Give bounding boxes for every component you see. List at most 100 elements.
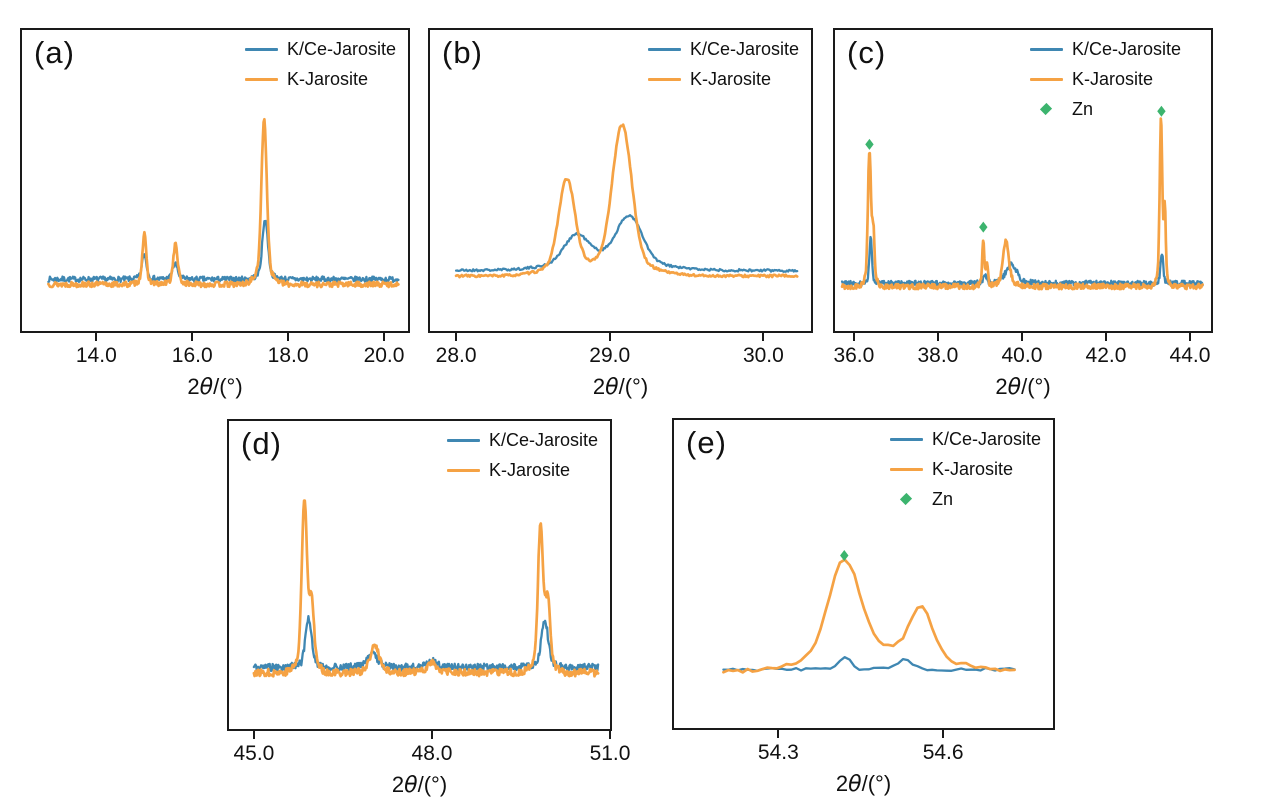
x-tick-label: 28.0: [435, 344, 477, 367]
line-shape: [889, 437, 923, 441]
xlabel-theta: θ: [199, 375, 214, 400]
legend-b: K/Ce-Jarosite K-Jarosite: [647, 39, 799, 89]
legend-line-icon: [446, 468, 480, 472]
legend-item: K-Jarosite: [647, 69, 771, 89]
x-tick-mark: [430, 731, 433, 739]
zn-diamond-icon: [890, 492, 923, 506]
legend-item: K-Jarosite: [446, 460, 570, 480]
zn-marker-icon: [865, 138, 874, 150]
x-axis-label-a: 2θ/(°): [20, 374, 410, 400]
xrd-plot-a: [47, 117, 400, 289]
plot-box-b: (b) K/Ce-Jarosite K-Jarosite: [428, 28, 813, 333]
legend-label: K/Ce-Jarosite: [931, 429, 1041, 449]
x-axis-c: 36.0 38.0 40.0 42.0 44.0: [833, 333, 1211, 375]
x-tick-label: 44.0: [1169, 344, 1211, 367]
legend-label: K-Jarosite: [931, 459, 1013, 479]
x-tick-label: 14.0: [75, 344, 117, 367]
xlabel-suffix: /(°): [213, 374, 243, 399]
series-k-ce-jarosite: [840, 235, 1204, 288]
line-shape: [647, 77, 681, 81]
xlabel-theta: θ: [1007, 375, 1022, 400]
panel-c: (c) K/Ce-Jarosite K-Jarosite Zn 36.0 38.0 40…: [833, 28, 1213, 400]
x-tick-label: 54.3: [757, 741, 799, 764]
legend-line-icon: [244, 77, 278, 81]
legend-label: K-Jarosite: [1071, 69, 1153, 89]
xlabel-prefix: 2: [391, 772, 405, 797]
xlabel-suffix: /(°): [861, 771, 892, 796]
series-k-ce-jarosite: [252, 614, 600, 673]
x-tick-label: 20.0: [363, 344, 405, 367]
x-tick-mark: [936, 333, 939, 341]
line-shape: [1029, 47, 1063, 51]
panel-label-b: (b): [442, 35, 483, 70]
series-k-ce-jarosite: [454, 214, 799, 273]
xlabel-prefix: 2: [835, 771, 849, 796]
line-shape: [647, 47, 681, 51]
legend-label: Zn: [931, 489, 953, 509]
x-axis-label-d: 2θ/(°): [227, 772, 612, 798]
x-tick-mark: [383, 333, 386, 341]
x-tick-mark: [1104, 333, 1107, 341]
legend-line-icon: [244, 47, 278, 51]
x-tick-mark: [252, 731, 255, 739]
x-tick-label: 48.0: [411, 742, 453, 765]
xlabel-theta: θ: [848, 772, 862, 797]
x-tick-mark: [455, 333, 458, 341]
legend-a: K/Ce-Jarosite K-Jarosite: [244, 39, 396, 89]
line-shape: [446, 468, 480, 472]
legend-label: K/Ce-Jarosite: [286, 39, 396, 59]
xlabel-theta: θ: [605, 375, 619, 400]
xlabel-suffix: /(°): [417, 772, 448, 797]
x-axis-d: 45.0 48.0 51.0: [229, 731, 630, 773]
line-shape: [244, 47, 278, 51]
legend-line-icon: [1029, 77, 1063, 81]
zn-diamond-icon: [1030, 102, 1063, 116]
x-tick-mark: [608, 333, 611, 341]
legend-line-icon: [647, 77, 681, 81]
legend-line-icon: [889, 467, 923, 471]
legend-label: K/Ce-Jarosite: [488, 430, 598, 450]
x-tick-label: 30.0: [742, 344, 784, 367]
legend-c: K/Ce-Jarosite K-Jarosite Zn: [1029, 39, 1181, 119]
x-axis-label-b: 2θ/(°): [428, 374, 813, 400]
legend-e: K/Ce-Jarosite K-Jarosite Zn: [889, 429, 1041, 509]
x-tick-label: 51.0: [589, 742, 631, 765]
x-tick-mark: [191, 333, 194, 341]
legend-line-icon: [889, 437, 923, 441]
legend-item: K/Ce-Jarosite: [446, 430, 598, 450]
line-shape: [446, 438, 480, 442]
series-k-jarosite: [840, 117, 1204, 291]
x-axis-e: 54.3 54.6: [674, 730, 1053, 772]
legend-item: K-Jarosite: [1029, 69, 1153, 89]
legend-line-icon: [446, 438, 480, 442]
x-tick-label: 16.0: [171, 344, 213, 367]
legend-item: Zn: [890, 489, 953, 509]
legend-label: K-Jarosite: [488, 460, 570, 480]
xrd-plot-b: [454, 123, 799, 279]
x-tick-mark: [609, 731, 611, 739]
panel-label-a: (a): [34, 35, 75, 70]
xrd-plot-d: [252, 499, 600, 678]
x-tick-mark: [852, 333, 855, 341]
legend-label: K/Ce-Jarosite: [1071, 39, 1181, 59]
zn-marker-icon: [840, 550, 849, 562]
panel-d: (d) K/Ce-Jarosite K-Jarosite 45.0 48.0 51.0…: [227, 419, 630, 798]
x-tick-mark: [942, 730, 945, 738]
legend-line-icon: [1029, 47, 1063, 51]
zn-marker-icon: [979, 221, 988, 233]
legend-label: Zn: [1071, 99, 1093, 119]
series-k-jarosite: [47, 117, 400, 289]
series-k-ce-jarosite: [47, 219, 400, 284]
legend-label: K-Jarosite: [689, 69, 771, 89]
legend-label: K/Ce-Jarosite: [689, 39, 799, 59]
x-tick-mark: [1020, 333, 1023, 341]
panel-a: (a) K/Ce-Jarosite K-Jarosite 14.0 16.0 18.0…: [20, 28, 410, 400]
xrd-plot-c: [840, 105, 1204, 291]
legend-item: K/Ce-Jarosite: [889, 429, 1041, 449]
legend-item: K/Ce-Jarosite: [647, 39, 799, 59]
xlabel-suffix: /(°): [1021, 374, 1051, 399]
x-tick-label: 18.0: [267, 344, 309, 367]
series-k-jarosite: [454, 123, 799, 279]
x-tick-label: 54.6: [922, 741, 964, 764]
